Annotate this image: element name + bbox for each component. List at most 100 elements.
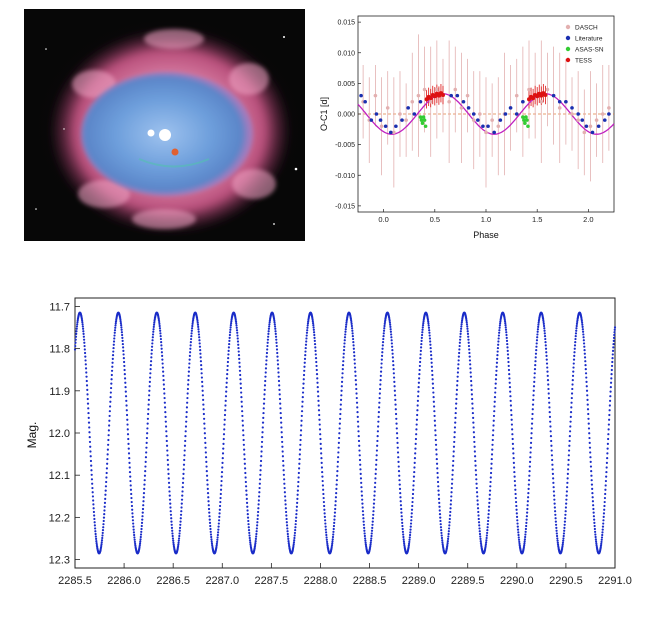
light-curve-point [601,533,604,537]
light-curve-point [206,483,209,486]
light-curve-point [375,449,379,452]
light-curve-point [466,327,469,330]
light-curve-point [350,324,353,328]
light-curve-point [90,478,94,481]
light-curve-point [436,467,439,470]
light-curve-point [254,542,257,545]
light-curve-point [226,364,229,368]
light-curve-point [602,522,605,525]
light-curve-point [185,420,188,423]
oc-point-dasch [588,124,593,129]
light-curve-point [572,358,576,361]
light-curve-point [377,415,380,418]
light-curve-point [516,528,520,531]
light-curve-point [123,364,126,368]
light-curve-point [453,436,456,439]
light-curve-point [506,353,510,356]
light-curve-point [151,342,154,345]
light-curve-point [279,411,282,415]
oc-point-literature [481,124,485,129]
light-curve-point [409,531,412,534]
light-curve-point [545,362,549,365]
light-curve-point [564,506,568,509]
light-curve-point [469,371,472,374]
light-curve-point [204,456,208,459]
light-curve-point [242,443,245,446]
light-curve-point [149,372,152,375]
light-curve-point [381,344,384,347]
light-curve-point [102,519,105,523]
light-curve-point [146,422,149,425]
light-curve-point [457,363,460,366]
light-curve-point [304,346,307,350]
light-curve-point [336,470,339,473]
light-curve-point [277,379,281,383]
light-curve-point [85,379,88,383]
light-curve-point [429,340,432,343]
light-curve-point [568,439,571,443]
oc-point-literature [359,93,363,98]
light-curve-point [477,517,480,521]
light-curve-point [184,425,188,428]
light-curve-point [334,496,338,499]
light-curve-point [110,369,114,372]
light-curve-point [393,385,396,388]
light-curve-point [575,327,578,330]
oc-point-dasch [514,93,519,98]
light-curve-point [498,326,501,329]
light-curve-point [178,532,181,535]
light-curve-point [343,339,346,342]
light-curve-point [376,435,379,438]
light-curve-point [392,372,395,375]
light-curve-point [331,540,334,543]
light-curve-point [217,525,220,528]
light-curve-point [400,518,404,521]
oc-y-tick-label: -0.005 [335,142,355,149]
light-curve-point [323,515,326,518]
light-curve-point [607,423,610,426]
light-curve-point [589,460,592,463]
light-curve-point [171,529,174,532]
light-curve-point [583,356,587,359]
light-curve-point [456,379,459,383]
light-curve-point [142,492,146,495]
light-curve-point [504,321,507,325]
light-curve-point [507,357,510,360]
oc-point-literature [557,99,562,104]
light-curve-point [471,411,474,415]
light-curve-point [491,448,494,451]
light-curve-point [182,477,185,480]
light-curve-point [237,350,240,353]
light-curve-point [134,542,137,545]
light-curve-point [351,327,354,330]
light-curve-point [294,526,297,529]
light-x-tick-label: 2288.0 [304,575,338,587]
light-curve-point [605,475,608,478]
light-curve-point [415,433,418,436]
light-curve-point [144,465,147,468]
light-curve-point [172,541,175,544]
light-curve-point [511,442,514,445]
light-curve-point [283,486,286,490]
light-curve-point [586,408,590,411]
light-curve-point [224,399,227,402]
light-curve-point [189,351,192,354]
light-curve-point [240,391,243,394]
oc-point-asas-sn [421,115,426,119]
light-curve-point [602,515,605,518]
light-curve-point [90,464,93,467]
light-curve-point [143,483,146,486]
light-curve-point [509,390,512,393]
light-curve-point [415,428,418,431]
light-curve-point [504,324,507,327]
light-curve-point [394,412,398,416]
light-curve-point [353,366,357,369]
light-curve-point [495,365,498,368]
light-curve-point [186,396,189,400]
light-curve-point [321,484,325,487]
light-curve-point [83,348,86,351]
light-curve-point [437,485,440,488]
light-curve-point [107,434,110,437]
light-curve-point [516,525,519,528]
light-curve-point [319,447,323,450]
